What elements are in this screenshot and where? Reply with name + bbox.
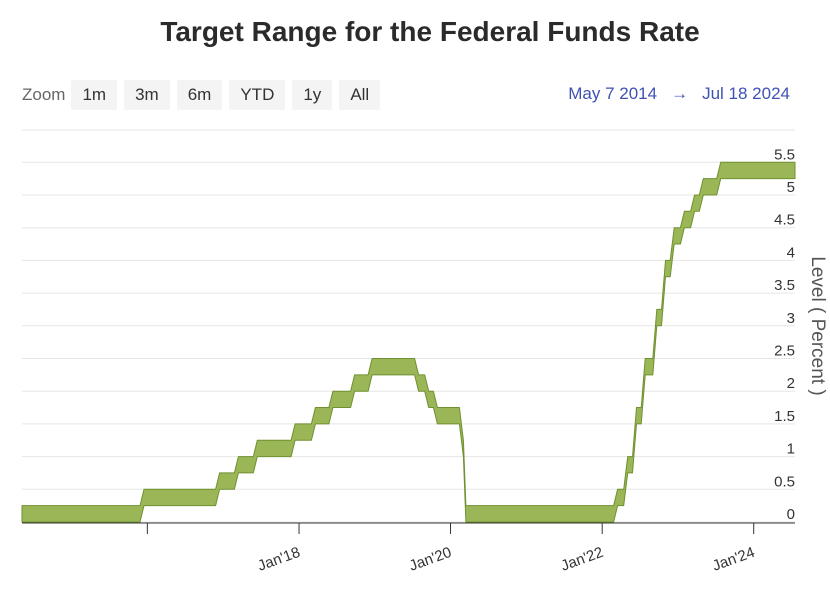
y-tick-label: 4.5 xyxy=(774,212,795,229)
rate-range-band xyxy=(21,161,796,523)
y-tick-label: 0 xyxy=(787,506,795,523)
y-tick-label: 2 xyxy=(787,375,795,392)
zoom-1m-button[interactable]: 1m xyxy=(71,80,118,110)
y-tick-label: 1 xyxy=(787,441,795,458)
y-tick-label: 4 xyxy=(787,244,795,261)
zoom-6m-button[interactable]: 6m xyxy=(176,80,223,110)
x-tick-label: Jan'18 xyxy=(255,544,302,575)
zoom-toolbar: Zoom 1m 3m 6m YTD 1y All xyxy=(22,80,387,110)
y-axis-title: Level ( Percent ) xyxy=(807,256,828,395)
zoom-3m-button[interactable]: 3m xyxy=(124,80,170,110)
range-to-date[interactable]: Jul 18 2024 xyxy=(702,84,790,103)
chart-title: Target Range for the Federal Funds Rate xyxy=(160,16,700,47)
y-tick-label: 3.5 xyxy=(774,277,795,294)
range-arrow-icon: → xyxy=(671,84,689,103)
y-tick-label: 0.5 xyxy=(774,473,795,490)
y-tick-label: 5 xyxy=(787,179,795,196)
zoom-1y-button[interactable]: 1y xyxy=(292,80,333,110)
date-range: May 7 2014 → Jul 18 2024 xyxy=(568,84,790,104)
y-tick-label: 1.5 xyxy=(774,408,795,425)
x-tick-label: Jan'24 xyxy=(710,544,757,575)
y-tick-label: 5.5 xyxy=(774,146,795,163)
zoom-label: Zoom xyxy=(22,85,66,104)
zoom-ytd-button[interactable]: YTD xyxy=(229,80,286,110)
range-from-date[interactable]: May 7 2014 xyxy=(568,84,658,103)
x-tick-label: Jan'22 xyxy=(559,544,606,575)
y-tick-label: 3 xyxy=(787,310,795,327)
y-tick-label: 2.5 xyxy=(774,343,795,360)
x-tick-label: Jan'20 xyxy=(407,544,454,575)
zoom-all-button[interactable]: All xyxy=(339,80,381,110)
